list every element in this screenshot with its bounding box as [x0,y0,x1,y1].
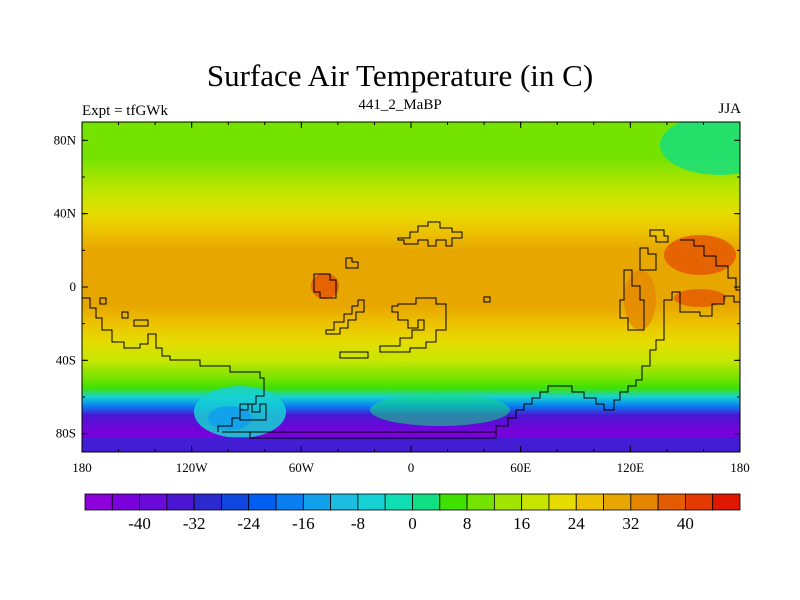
y-tick-label: 80S [56,426,76,441]
x-axis: 180 120W 60W 0 60E 120E 180 [72,122,750,475]
hot-region-australia [674,289,726,307]
coastline-small-island-1 [345,257,359,269]
season-label: JJA [718,101,741,117]
colorbar-bin [575,493,604,511]
colorbar-bin [302,493,332,511]
colorbar-bin [330,493,359,511]
hot-region-asia [664,235,736,275]
colorbar-bin [193,493,222,511]
x-tick-label: 60E [510,460,531,475]
x-tick-label: 120W [176,460,209,475]
colorbar-label: -32 [183,514,206,533]
colorbar-bin [139,493,168,511]
x-tick-label: 180 [730,460,750,475]
experiment-label: Expt = tfGWk [82,103,168,119]
colorbar-bin [657,493,686,511]
coastline-north-landmass [397,221,463,247]
colorbar-label: 8 [463,514,472,533]
hot-region-south-america [311,273,339,299]
x-tick-label: 0 [408,460,415,475]
colorbar-bin [630,493,659,511]
colorbar-bin [357,493,386,511]
cool-region-south-atlantic [370,394,510,426]
colorbar-label: -16 [292,514,315,533]
y-axis: 80N 40N 0 40S 80S [54,132,740,441]
colorbar-bin [84,493,113,511]
colorbar-label: 0 [408,514,417,533]
colorbar-bin [493,493,523,511]
coastline-east-landmass [649,229,669,243]
chart-title: Surface Air Temperature (in C) [206,58,594,93]
coastline-india-block [619,269,645,331]
colorbar-label: 16 [513,514,530,533]
colorbar-bin [384,493,413,511]
colorbar-bin [166,493,195,511]
colorbar-bin [685,493,714,511]
x-tick-label: 180 [72,460,92,475]
colorbar-bin [521,493,550,511]
colorbar-label: -24 [237,514,260,533]
coastline-west-landmass [82,297,265,432]
coastline-asia-east [240,239,740,433]
colorbar-bin [548,493,577,511]
y-tick-label: 0 [70,279,77,294]
run-label: 441_2_MaBP [358,97,442,113]
cold-region-peninsula [208,406,252,430]
coastline-peninsula [239,403,267,421]
colorbar-label: 40 [677,514,694,533]
x-tick-label: 120E [617,460,645,475]
colorbar: -40 -32 -24 -16 -8 0 8 16 24 32 40 [84,493,741,533]
coastline-antarctic-edge [222,431,497,439]
continent-outlines [82,221,740,439]
colorbar-bin [248,493,277,511]
colorbar-bin [275,493,304,511]
colorbar-label: 32 [622,514,639,533]
colorbar-bin [603,493,632,511]
colorbar-bin [111,493,140,511]
colorbar-bin [221,493,250,511]
coastline-island-3 [339,351,369,359]
colorbar-bin [466,493,495,511]
colorbar-bin [712,493,741,511]
coastline-africa-fragments [325,299,365,335]
polar-cold-band [82,437,740,452]
y-tick-label: 80N [54,132,77,147]
arctic-cool-patch [660,122,740,175]
coastline-small-island-2 [483,296,491,303]
colorbar-bin [412,493,441,511]
coastline-small-island-4 [99,297,149,327]
coastline-south-america-block [313,273,337,299]
colorbar-bin [439,493,468,511]
colorbar-label: 24 [568,514,586,533]
colorbar-label: -40 [128,514,151,533]
x-tick-label: 60W [289,460,315,475]
y-tick-label: 40S [56,352,76,367]
map-plot-area [82,122,740,452]
colorbar-label: -8 [351,514,365,533]
y-tick-label: 40N [54,206,77,221]
coastline-southern-ring [379,297,447,353]
